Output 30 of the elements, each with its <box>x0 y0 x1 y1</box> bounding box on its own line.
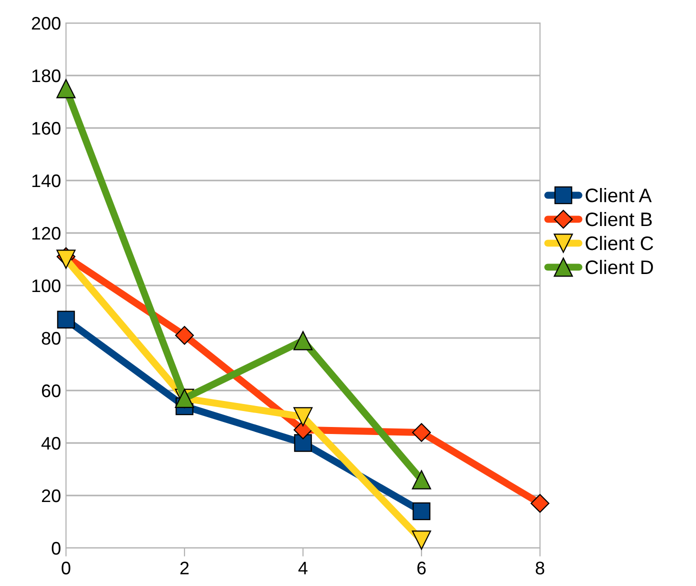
y-tick-label: 200 <box>32 16 60 30</box>
point <box>530 494 550 513</box>
point <box>412 502 430 520</box>
y-tick-label: 160 <box>32 122 60 135</box>
point <box>293 407 313 426</box>
x-tick-label: 6 <box>417 562 426 574</box>
point <box>57 310 75 329</box>
point <box>294 434 312 452</box>
y-tick-label: 120 <box>32 226 60 240</box>
y-tick-label: 180 <box>32 69 60 82</box>
y-tick-label: 0 <box>52 542 60 555</box>
legend-label: Client B <box>586 212 652 226</box>
point <box>412 423 431 442</box>
point <box>293 331 313 350</box>
y-tick-label: 20 <box>42 489 60 502</box>
y-tick-label: 60 <box>42 384 60 398</box>
legend-label: Client C <box>586 236 654 250</box>
y-tick-label: 140 <box>32 174 60 188</box>
legend-label: Client D <box>586 260 653 274</box>
point <box>412 530 432 550</box>
x-tick-label: 4 <box>298 562 308 574</box>
y-tick-label: 100 <box>32 279 60 292</box>
y-tick-label: 80 <box>42 332 60 345</box>
point <box>412 470 432 490</box>
point <box>175 326 194 345</box>
x-tick-label: 2 <box>180 562 189 574</box>
legend-label: Client A <box>586 188 652 202</box>
y-tick-label: 40 <box>41 436 60 450</box>
x-tick-label: 0 <box>62 562 70 574</box>
x-tick-label: 8 <box>536 562 544 574</box>
